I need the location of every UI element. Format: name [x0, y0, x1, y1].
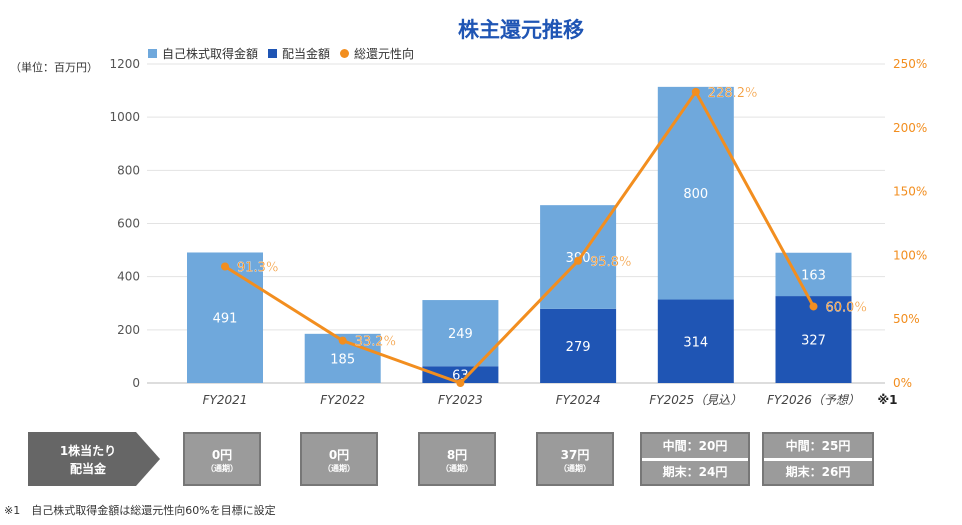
- legend: 自己株式取得金額 配当金額 総還元性向: [148, 45, 414, 62]
- y2-tick-label: 0%: [893, 376, 912, 390]
- x-tick-label: FY2023: [438, 393, 483, 407]
- dividend-box: 8円 （通期）: [418, 432, 496, 486]
- x-tick-label: FY2022: [320, 393, 365, 407]
- dividend-final: 期末：26円: [785, 465, 851, 479]
- x-tick-label: FY2024: [556, 393, 601, 407]
- dividend-amount: 37円: [560, 448, 590, 462]
- data-label-payout-ratio: 60.0%: [826, 300, 867, 315]
- x-tick-label: FY2026（予想）: [767, 393, 860, 407]
- dividend-period: （通期）: [323, 464, 355, 473]
- y-tick-label: 600: [117, 217, 140, 231]
- data-label-payout-ratio: 95.8%: [590, 255, 631, 270]
- dividend-period: （通期）: [206, 464, 238, 473]
- dividend-box: 中間：20円 期末：24円: [640, 432, 750, 486]
- bar-buyback: [657, 86, 734, 300]
- point-payout-ratio: [809, 302, 818, 311]
- x-tick-label: FY2021: [203, 393, 248, 407]
- dividend-box: 37円 （通期）: [536, 432, 614, 486]
- dividend-period: （通期）: [559, 464, 591, 473]
- data-label-buyback: 163: [801, 268, 826, 283]
- data-label-payout-ratio: 91.3%: [237, 261, 278, 276]
- point-payout-ratio: [691, 87, 700, 96]
- dividend-amount: 0円: [328, 448, 350, 462]
- dividend-box: 中間：25円 期末：26円: [762, 432, 874, 486]
- bar-dividend: [540, 308, 617, 383]
- chart-title: 株主還元推移: [458, 18, 584, 42]
- data-label-dividend: 327: [801, 334, 826, 349]
- unit-label: （単位：百万円）: [10, 61, 98, 74]
- point-payout-ratio: [574, 256, 583, 265]
- legend-item-buyback: 自己株式取得金額: [148, 45, 258, 62]
- data-label-payout-ratio: 33.2%: [355, 335, 396, 350]
- y2-tick-label: 250%: [893, 57, 927, 71]
- y2-tick-label: 200%: [893, 121, 927, 135]
- legend-item-payout: 総還元性向: [340, 45, 414, 62]
- y2-tick-label: 50%: [893, 312, 920, 326]
- x-tick-label: FY2025（見込）: [649, 393, 742, 407]
- data-label-buyback: 491: [213, 312, 238, 327]
- y-tick-label: 200: [117, 323, 140, 337]
- y-tick-label: 1200: [109, 57, 140, 71]
- point-payout-ratio: [221, 262, 229, 271]
- bar-dividend: [775, 296, 852, 383]
- data-label-dividend: 314: [683, 335, 708, 350]
- y-tick-label: 1000: [109, 110, 140, 124]
- dividend-period: （通期）: [441, 464, 473, 473]
- footnote: ※1 自己株式取得金額は総還元性向60%を目標に設定: [4, 504, 276, 517]
- dividend-interim: 中間：25円: [785, 439, 851, 453]
- line-payout-ratio: [224, 88, 815, 385]
- data-label-payout-ratio: 228.2%: [708, 86, 758, 101]
- data-label-buyback: 185: [330, 352, 355, 367]
- dividend-box: 0円 （通期）: [300, 432, 378, 486]
- bar-dividend: [657, 299, 734, 383]
- data-label-buyback: 800: [683, 187, 708, 202]
- dividend-box: 0円 （通期）: [183, 432, 261, 486]
- point-payout-ratio: [456, 379, 465, 387]
- y2-tick-label: 100%: [893, 248, 927, 262]
- y-tick-label: 400: [117, 270, 140, 284]
- dividend-per-share-label: 1株当たり 配当金: [28, 432, 160, 486]
- bar-buyback: [187, 252, 263, 383]
- bar-dividend: [422, 366, 499, 383]
- y-tick-label: 0: [132, 376, 140, 390]
- dividend-final: 期末：24円: [662, 465, 728, 479]
- dividend-label-line1: 1株当たり: [60, 443, 116, 458]
- dividend-interim: 中間：20円: [662, 439, 728, 453]
- legend-item-dividend: 配当金額: [268, 45, 330, 62]
- dividend-label-line2: 配当金: [70, 461, 107, 476]
- data-label-buyback: 249: [448, 327, 473, 342]
- chart-plot: 0 200 400 600 800 1000 1200 0% 50% 100% 150% 200% 25…: [109, 57, 927, 407]
- dividend-amount: 8円: [446, 448, 468, 462]
- data-label-dividend: 279: [566, 340, 591, 355]
- point-payout-ratio: [338, 336, 347, 345]
- dividend-amount: 0円: [211, 448, 233, 462]
- y-tick-label: 800: [117, 163, 140, 177]
- y2-tick-label: 150%: [893, 185, 927, 199]
- category-note: ※1: [878, 393, 898, 407]
